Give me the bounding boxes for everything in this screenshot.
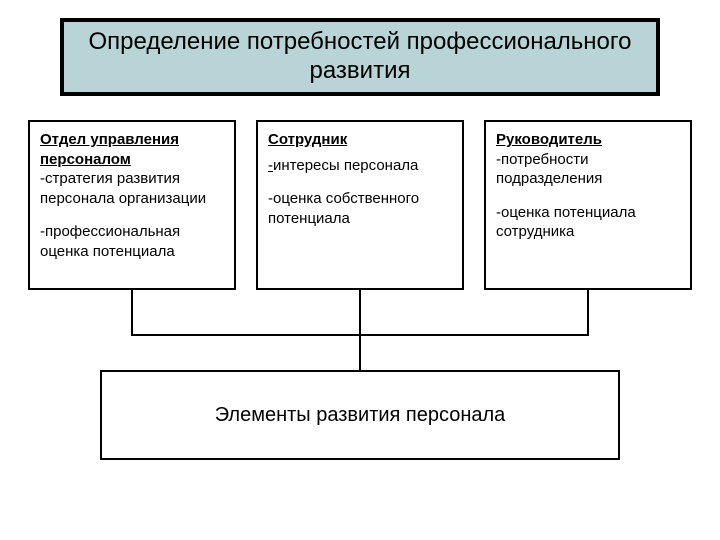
- column-employee: Сотрудник --интересы персоналаинтересы п…: [256, 120, 464, 290]
- col1-row1: -стратегия развития персонала организаци…: [40, 169, 224, 208]
- col3-heading: Руководитель: [496, 130, 680, 150]
- bottom-text: Элементы развития персонала: [215, 404, 506, 427]
- col2-row2: -оценка собственного потенциала: [268, 189, 452, 228]
- column-manager: Руководитель -потребности подразделения …: [484, 120, 692, 290]
- bottom-box: Элементы развития персонала: [100, 370, 620, 460]
- col3-row2: -оценка потенциала сотрудника: [496, 203, 680, 242]
- col1-heading: Отдел управления персоналом: [40, 130, 224, 169]
- column-hr-dept: Отдел управления персоналом -стратегия р…: [28, 120, 236, 290]
- col3-row1: -потребности подразделения: [496, 150, 680, 189]
- title-box: Определение потребностей профессионально…: [60, 18, 660, 96]
- title-text: Определение потребностей профессионально…: [64, 28, 656, 86]
- col1-row2: -профессиональная оценка потенциала: [40, 222, 224, 261]
- col2-row1: --интересы персоналаинтересы персонала: [268, 156, 452, 176]
- col2-heading: Сотрудник: [268, 130, 452, 150]
